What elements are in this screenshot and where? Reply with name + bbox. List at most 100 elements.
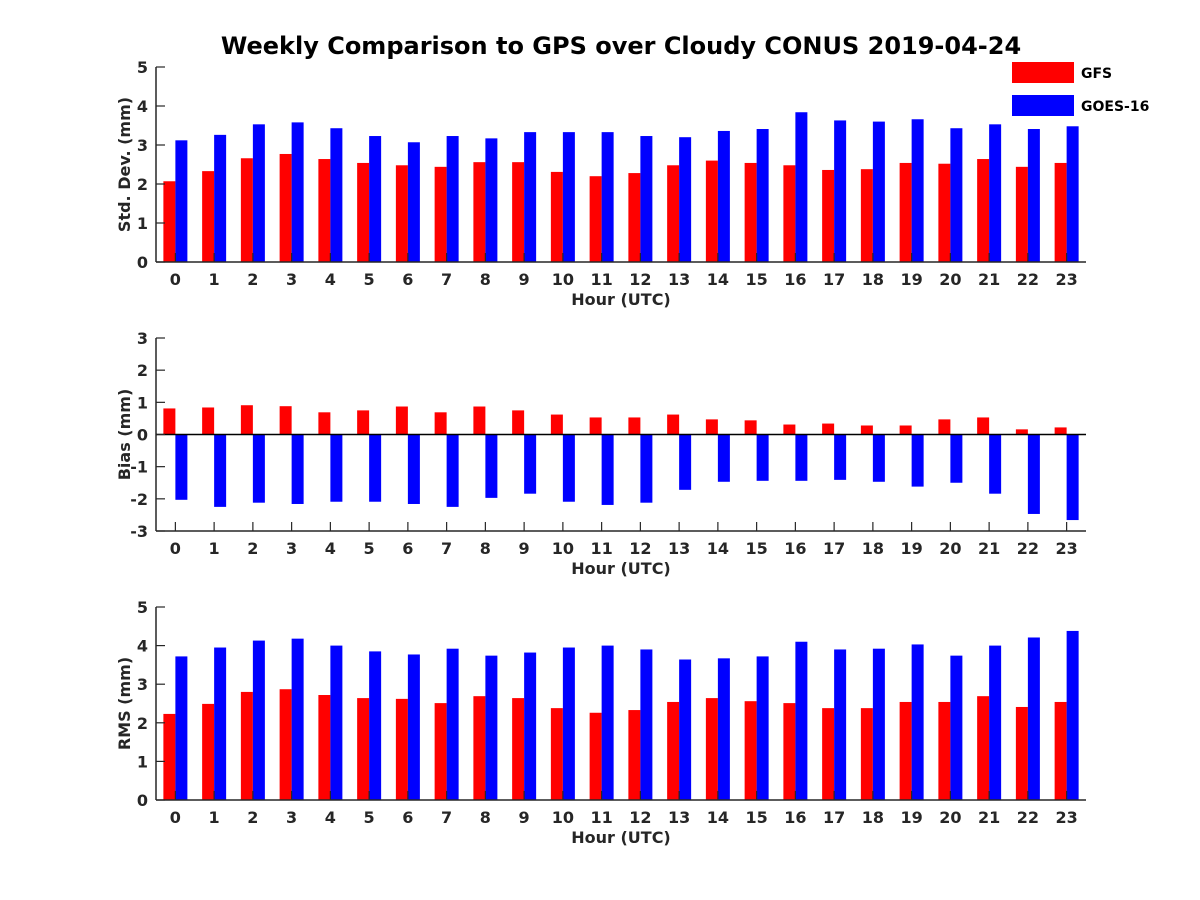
x-tick-label: 17 — [823, 539, 845, 558]
bar-gfs — [822, 708, 835, 800]
bar-gfs — [395, 698, 408, 800]
bar-goes-16 — [640, 649, 653, 800]
bar-gfs — [163, 181, 176, 262]
bar-goes-16 — [524, 434, 537, 494]
bar-gfs — [434, 166, 447, 262]
x-tick-label: 12 — [629, 270, 651, 289]
bar-gfs — [667, 701, 680, 800]
x-tick-label: 14 — [707, 539, 729, 558]
x-tick-label: 12 — [629, 539, 651, 558]
y-tick-label: 2 — [137, 361, 148, 380]
bar-goes-16 — [175, 140, 188, 262]
x-tick-label: 9 — [519, 270, 530, 289]
bar-gfs — [434, 412, 447, 435]
bar-goes-16 — [911, 434, 924, 487]
x-tick-label: 18 — [862, 539, 884, 558]
bar-goes-16 — [252, 434, 265, 503]
bar-goes-16 — [1027, 637, 1040, 800]
x-tick-label: 0 — [170, 539, 181, 558]
bar-goes-16 — [1066, 434, 1079, 521]
x-tick-label: 15 — [745, 539, 767, 558]
x-tick-label: 22 — [1017, 808, 1039, 827]
x-tick-label: 4 — [325, 539, 336, 558]
series-goes-16 — [175, 630, 1079, 800]
bar-gfs — [473, 406, 486, 435]
x-tick-label: 4 — [325, 808, 336, 827]
bar-gfs — [628, 710, 641, 800]
y-tick-label: 4 — [137, 97, 148, 116]
bar-gfs — [279, 153, 292, 262]
bar-gfs — [357, 410, 370, 435]
bar-goes-16 — [291, 122, 304, 262]
bar-gfs — [279, 689, 292, 800]
chart-title: Weekly Comparison to GPS over Cloudy CON… — [221, 32, 1021, 60]
y-axis-label: Bias (mm) — [115, 389, 134, 481]
x-axis-label: Hour (UTC) — [571, 290, 671, 309]
x-tick-label: 12 — [629, 808, 651, 827]
bar-gfs — [240, 158, 253, 262]
x-tick-label: 23 — [1055, 270, 1077, 289]
y-tick-label: 3 — [137, 329, 148, 348]
y-tick-label: 3 — [137, 136, 148, 155]
bar-goes-16 — [291, 638, 304, 800]
bar-goes-16 — [756, 129, 769, 262]
bar-gfs — [899, 162, 912, 262]
bar-goes-16 — [214, 647, 227, 800]
bar-goes-16 — [562, 647, 575, 800]
bar-gfs — [938, 163, 951, 262]
bar-gfs — [473, 162, 486, 262]
x-tick-label: 5 — [364, 539, 375, 558]
bar-gfs — [744, 420, 757, 435]
x-tick-label: 0 — [170, 808, 181, 827]
bar-gfs — [1054, 162, 1067, 262]
series-goes-16 — [175, 434, 1079, 521]
x-tick-label: 10 — [552, 270, 574, 289]
bar-goes-16 — [601, 132, 614, 262]
bar-gfs — [318, 159, 331, 262]
bar-gfs — [434, 703, 447, 800]
x-tick-label: 8 — [480, 539, 491, 558]
x-tick-label: 21 — [978, 539, 1000, 558]
bar-gfs — [240, 691, 253, 800]
x-tick-label: 6 — [402, 808, 413, 827]
bar-gfs — [705, 160, 718, 262]
x-tick-label: 2 — [247, 808, 258, 827]
bar-gfs — [318, 695, 331, 800]
y-tick-label: -2 — [130, 490, 148, 509]
bar-gfs — [938, 419, 951, 435]
bar-goes-16 — [330, 128, 343, 262]
x-tick-label: 7 — [441, 808, 452, 827]
bar-goes-16 — [679, 137, 692, 262]
bar-gfs — [628, 417, 641, 435]
bar-gfs — [202, 171, 215, 262]
y-tick-label: -1 — [130, 458, 148, 477]
x-tick-label: 8 — [480, 808, 491, 827]
x-tick-label: 5 — [364, 808, 375, 827]
x-tick-label: 6 — [402, 539, 413, 558]
series-gfs — [163, 689, 1067, 800]
bar-goes-16 — [369, 651, 382, 800]
bar-goes-16 — [834, 120, 847, 263]
y-tick-label: 0 — [137, 791, 148, 810]
y-tick-label: 2 — [137, 714, 148, 733]
bar-gfs — [938, 701, 951, 800]
x-tick-label: 19 — [900, 270, 922, 289]
y-tick-label: 1 — [137, 214, 148, 233]
bar-gfs — [202, 703, 215, 800]
bar-gfs — [163, 408, 176, 435]
bar-goes-16 — [911, 119, 924, 262]
bar-goes-16 — [601, 645, 614, 800]
x-axis-label: Hour (UTC) — [571, 559, 671, 578]
bar-goes-16 — [485, 655, 498, 800]
x-tick-label: 17 — [823, 270, 845, 289]
bar-gfs — [783, 165, 796, 262]
series-gfs — [163, 153, 1067, 262]
x-tick-label: 19 — [900, 808, 922, 827]
bar-gfs — [860, 169, 873, 262]
x-tick-label: 17 — [823, 808, 845, 827]
bar-goes-16 — [407, 142, 420, 262]
series-gfs — [163, 405, 1067, 435]
bar-gfs — [977, 696, 990, 800]
